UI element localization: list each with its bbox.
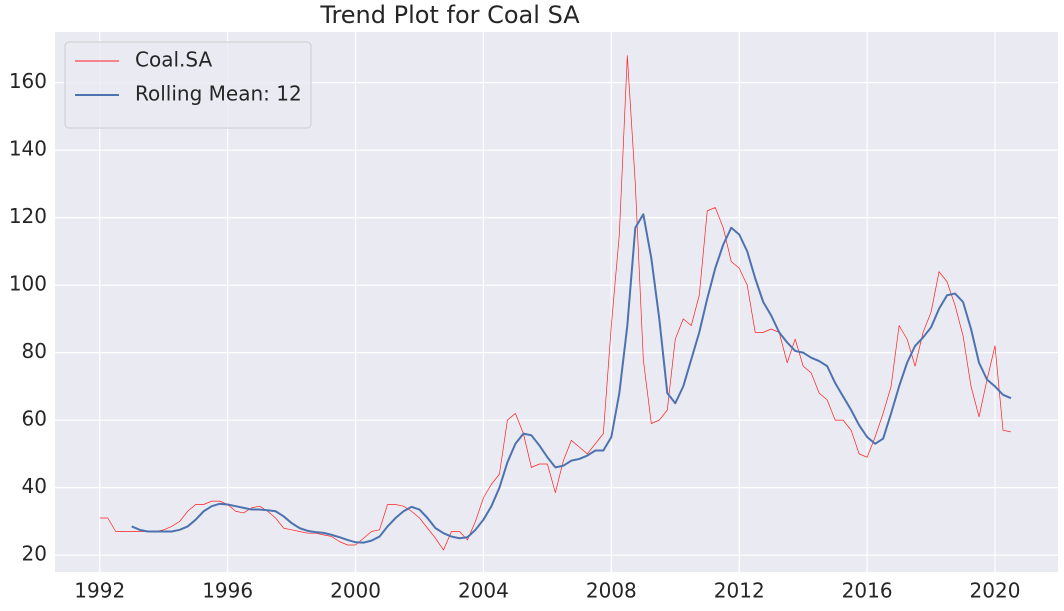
- x-tick-label: 2020: [970, 579, 1021, 603]
- y-tick-label: 140: [9, 137, 47, 161]
- y-tick-label: 160: [9, 69, 47, 93]
- y-tick-label: 80: [22, 339, 47, 363]
- y-tick-label: 20: [22, 542, 47, 566]
- x-tick-label: 2012: [714, 579, 765, 603]
- legend-box: [64, 41, 312, 129]
- legend: Coal.SA Rolling Mean: 12: [64, 41, 312, 129]
- legend-label: Coal.SA: [135, 48, 212, 72]
- x-tick-label: 1996: [202, 579, 253, 603]
- x-tick-label: 2008: [586, 579, 637, 603]
- x-tick-label: 2004: [458, 579, 509, 603]
- x-tick-label: 2016: [842, 579, 893, 603]
- y-tick-label: 120: [9, 204, 47, 228]
- y-tick-label: 100: [9, 272, 47, 296]
- series-line: [131, 213, 1012, 544]
- chart-title: Trend Plot for Coal SA: [319, 1, 580, 29]
- y-tick-label: 40: [22, 474, 47, 498]
- x-tick-label: 1992: [74, 579, 125, 603]
- y-tick-label: 60: [22, 407, 47, 431]
- x-tick-label: 2000: [330, 579, 381, 603]
- legend-label: Rolling Mean: 12: [135, 82, 302, 106]
- series-line: [99, 55, 1012, 551]
